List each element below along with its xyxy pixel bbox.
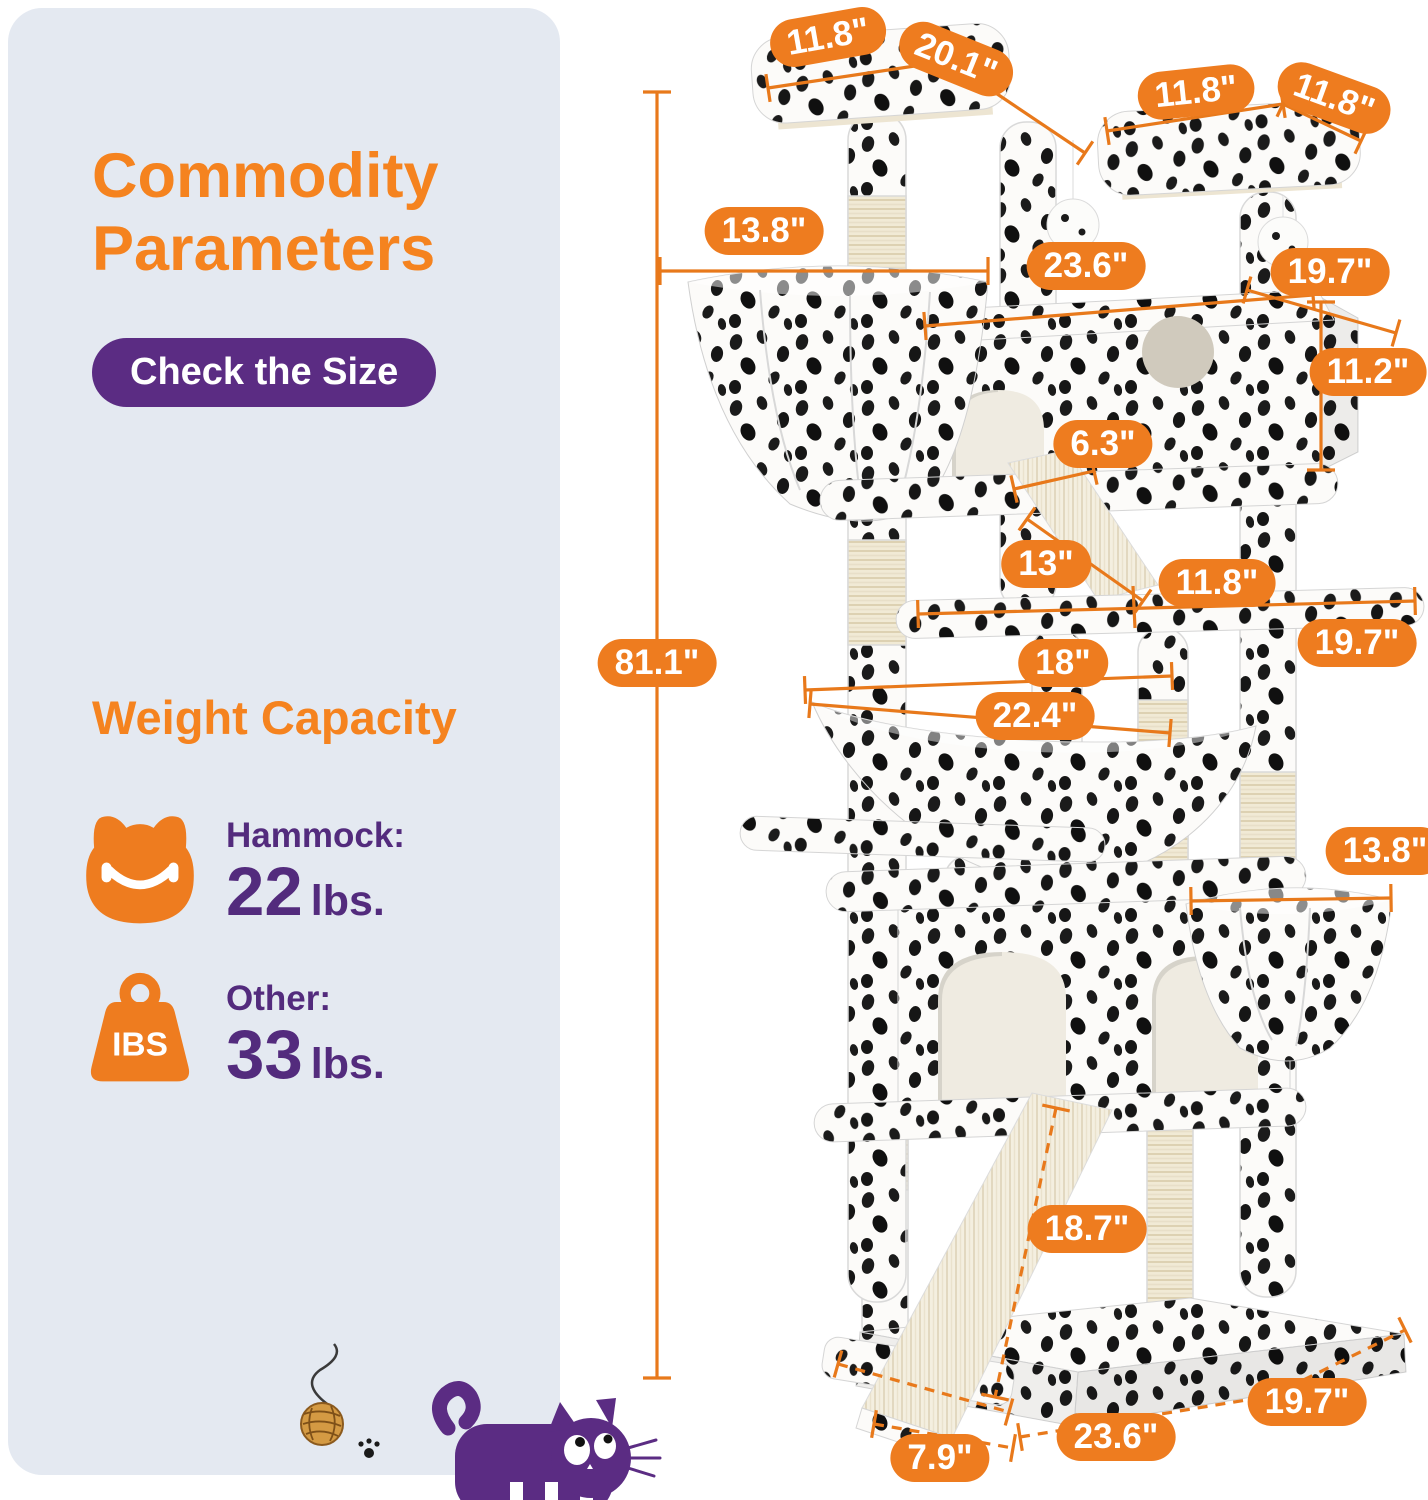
capacity-unit: lbs. (310, 1040, 385, 1088)
dimension-line (1106, 102, 1284, 133)
page-title: Commodity Parameters (92, 140, 439, 286)
info-panel: Commodity Parameters Check the Size Weig… (8, 8, 560, 1475)
dimension-line (873, 1422, 1014, 1450)
condo-round-window (1142, 316, 1214, 388)
yarn-ball-illustration (300, 1343, 344, 1446)
paw-print-illustration (358, 1438, 380, 1458)
dimension-label: 11.8" (1158, 559, 1276, 607)
dimension-line (1169, 661, 1175, 691)
capacity-value: 22 lbs. (226, 852, 385, 931)
dimension-label: 23.6" (1056, 1413, 1176, 1461)
capacity-value: 33 lbs. (226, 1015, 385, 1094)
dimension-label: 23.6" (1026, 242, 1146, 290)
dimension-line (917, 599, 1416, 616)
dimension-label: 6.3" (1053, 420, 1153, 468)
dimension-label: 13.8" (704, 207, 824, 255)
dimension-line (1131, 585, 1137, 629)
capacity-row-other: IBS Other: 33 lbs. (78, 971, 538, 1121)
cat-hammock-icon (78, 808, 202, 932)
capacity-row-hammock: Hammock: 22 lbs. (78, 808, 538, 958)
dimension-line (1241, 276, 1253, 304)
dimension-line (804, 674, 1173, 692)
dimension-label: 22.4" (975, 692, 1095, 740)
title-line-1: Commodity (92, 141, 439, 211)
dimension-line (1041, 1103, 1071, 1113)
dimension-label: 18.7" (1027, 1205, 1147, 1253)
lower-condo-roof (825, 855, 1307, 913)
dimension-line (1190, 896, 1392, 903)
dimension-line (1016, 1422, 1024, 1452)
dimension-line (993, 1107, 1058, 1398)
dimension-line (916, 599, 920, 629)
capacity-number: 22 (226, 853, 303, 930)
dimension-line (1413, 586, 1417, 616)
dimension-line (807, 689, 813, 719)
dimension-line (870, 1409, 878, 1439)
dimension-label: 13.8" (1325, 827, 1428, 875)
dimension-line (1013, 469, 1095, 491)
dimension-line (1017, 506, 1037, 532)
dimension-label: 19.7" (1270, 248, 1390, 296)
dimension-line (922, 311, 928, 341)
dimension-label: 7.9" (890, 1434, 990, 1482)
capacity-unit: lbs. (310, 877, 385, 925)
weight-ibs-icon: IBS (78, 971, 202, 1095)
basket-right (1185, 887, 1393, 1062)
pompom-ball (1046, 198, 1100, 252)
dimension-line (1397, 1316, 1413, 1344)
dimension-line (1390, 319, 1402, 347)
dimension-label: 18" (1018, 639, 1108, 687)
weight-capacity-heading: Weight Capacity (92, 691, 457, 744)
dimension-label: 19.7" (1297, 619, 1417, 667)
dimension-line (980, 1392, 1010, 1402)
dimension-label: 81.1" (597, 639, 717, 687)
dimension-label: 13" (1001, 540, 1091, 588)
ibs-icon-text: IBS (112, 1026, 168, 1063)
capacity-number: 33 (226, 1016, 303, 1093)
title-line-2: Parameters (92, 214, 436, 285)
dimension-line (1009, 1433, 1017, 1463)
check-size-badge: Check the Size (92, 338, 437, 407)
dimension-line (832, 1350, 844, 1378)
dimension-line (1103, 116, 1111, 146)
dimension-line (924, 293, 1314, 328)
left-platform (739, 815, 1106, 863)
dimension-line (1167, 718, 1173, 748)
middle-platform (895, 587, 1425, 639)
capacity-label: Hammock: (226, 816, 405, 855)
dimension-line (1009, 474, 1019, 504)
dimension-label: 19.7" (1247, 1378, 1367, 1426)
dimension-line (764, 73, 772, 103)
dimension-line (1075, 140, 1095, 166)
dimension-line (1003, 1398, 1015, 1426)
capacity-label: Other: (226, 979, 331, 1018)
dimension-line (1282, 102, 1362, 143)
dimension-line (802, 675, 808, 705)
purple-cat-illustration (432, 1381, 662, 1500)
dimension-label: 11.2" (1309, 348, 1427, 396)
dimension-line (837, 1362, 1010, 1414)
